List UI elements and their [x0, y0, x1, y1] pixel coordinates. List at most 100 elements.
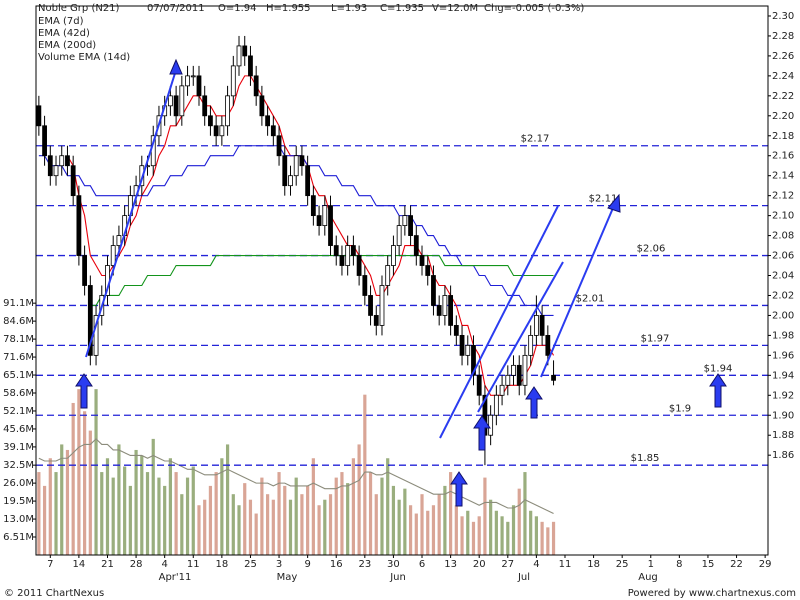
volume-bar [517, 488, 521, 555]
candle-body [208, 115, 213, 127]
volume-bar [460, 516, 464, 555]
volume-bar [380, 477, 384, 555]
legend-entry: Volume EMA (14d) [38, 52, 130, 63]
volume-bar [94, 389, 98, 555]
level-label: $1.9 [669, 403, 691, 414]
candle-body [225, 95, 230, 127]
candle-body [42, 125, 47, 157]
candle-body [47, 155, 53, 177]
y2-tick-label: 58.6M [3, 388, 34, 399]
candle-body [190, 75, 196, 78]
volume-bar [260, 477, 264, 555]
month-label: Apr'11 [159, 572, 192, 583]
x-tick-label: 21 [101, 559, 114, 570]
candle-body [328, 205, 333, 246]
month-label: May [277, 572, 298, 583]
volume-bar [151, 438, 155, 555]
candle-body [173, 95, 179, 117]
candle-body [310, 195, 316, 217]
level-label: $2.11 [589, 194, 618, 205]
x-tick-label: 30 [387, 559, 400, 570]
volume-bar [529, 510, 533, 555]
candle-body [76, 195, 82, 256]
candle-body [167, 95, 173, 107]
y2-tick-label: 71.6M [3, 352, 34, 363]
candle-body [179, 85, 185, 117]
month-label: Aug [638, 572, 658, 583]
y-tick-label: 2.18 [772, 131, 794, 142]
quote-close: C=1.935 [380, 3, 424, 14]
candle-body [253, 75, 259, 97]
volume-bar [197, 505, 201, 555]
candle-body [459, 334, 465, 356]
volume-bar [48, 458, 52, 555]
candle-body [110, 245, 116, 266]
volume-bar [180, 494, 184, 555]
trend-line [477, 261, 564, 413]
level-label: $1.85 [631, 453, 660, 464]
volume-bar [60, 444, 64, 555]
volume-bar [271, 499, 275, 555]
volume-bar [145, 472, 150, 555]
y-tick-label: 1.92 [772, 390, 794, 401]
trend-line [540, 207, 614, 378]
candle-body [493, 394, 499, 416]
candle-body [293, 155, 299, 177]
candle-body [425, 265, 431, 276]
candle-body [442, 295, 448, 316]
candle-body [339, 255, 345, 266]
x-tick-label: 9 [304, 559, 310, 570]
y2-tick-label: 32.5M [3, 460, 34, 471]
y2-tick-label: 6.51M [3, 532, 34, 543]
volume-bar [311, 458, 315, 555]
volume-bar [214, 472, 218, 555]
x-tick-label: 18 [215, 559, 228, 570]
candle-body [259, 95, 265, 117]
candle-body [59, 155, 65, 167]
candle-body [373, 315, 379, 326]
candle-body [82, 255, 88, 286]
quote-volume: V=12.0M [432, 3, 478, 14]
volume-bar [163, 485, 167, 555]
volume-bar [300, 494, 304, 555]
x-tick-label: 8 [676, 559, 682, 570]
volume-bar [357, 444, 361, 555]
volume-bar [237, 505, 241, 555]
volume-bar [168, 458, 172, 555]
y2-tick-label: 52.1M [3, 406, 34, 417]
volume-bar [254, 513, 258, 555]
candle-body [53, 165, 59, 177]
volume-bar [551, 521, 556, 555]
x-tick-label: 6 [419, 559, 425, 570]
volume-bar [117, 444, 121, 555]
x-tick-label: 4 [161, 559, 167, 570]
volume-bar [105, 458, 110, 555]
y2-tick-label: 39.1M [3, 442, 34, 453]
legend-entry: EMA (42d) [38, 28, 90, 39]
y-tick-label: 2.08 [772, 231, 794, 242]
candle-body [213, 125, 219, 137]
arrow-head [169, 58, 183, 75]
candle-body [476, 374, 482, 396]
volume-bar [397, 499, 401, 555]
x-tick-label: 25 [244, 559, 257, 570]
y-tick-label: 2.24 [772, 71, 794, 82]
volume-bar [466, 510, 470, 555]
volume-bar [111, 477, 115, 555]
volume-bar [306, 485, 310, 555]
candle-body [276, 135, 282, 157]
quote-change: Chg=-0.005 (-0.3%) [484, 3, 584, 14]
candle-body [316, 215, 322, 226]
candle-body [299, 155, 305, 167]
volume-bar [208, 485, 213, 555]
volume-bar [243, 483, 247, 555]
candle-body [322, 205, 328, 227]
y2-tick-label: 78.1M [3, 334, 34, 345]
x-tick-label: 23 [358, 559, 371, 570]
volume-bar [408, 505, 413, 555]
volume-bar [134, 449, 138, 555]
candle-body [379, 285, 385, 326]
candle-body [488, 414, 494, 436]
